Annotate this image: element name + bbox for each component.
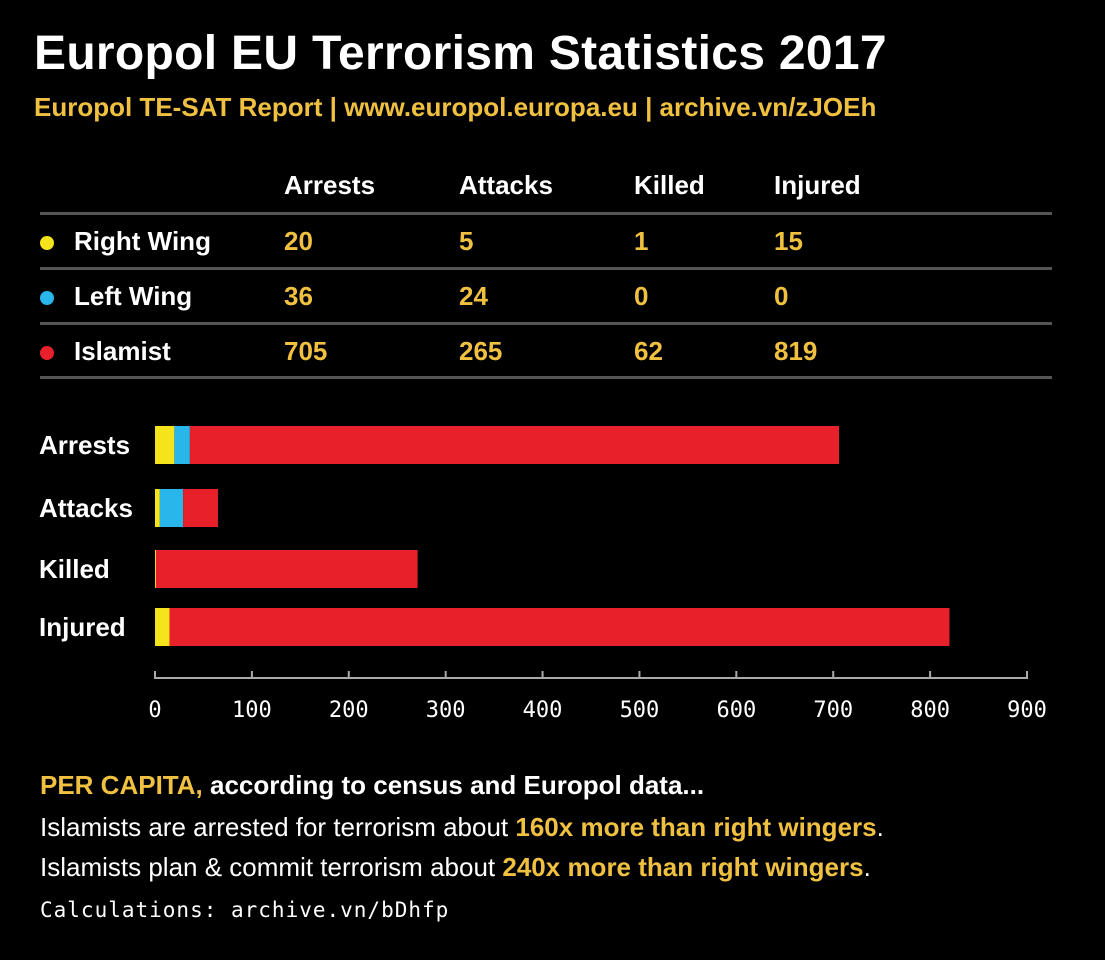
x-tick-label: 300 (426, 698, 466, 723)
arrest-ratio-highlight: 160x more than right wingers (515, 812, 877, 842)
table-row-left-wing: Left Wing 36 24 0 0 (0, 269, 1105, 325)
left-wing-dot-icon (40, 291, 54, 305)
category-label-attacks: Attacks (39, 493, 133, 523)
footer-line-3: Islamists plan & commit terrorism about … (40, 852, 871, 883)
column-header-killed: Killed (634, 170, 705, 200)
table-row-right-wing: Right Wing 20 5 1 15 (0, 214, 1105, 270)
row-label: Left Wing (74, 281, 193, 311)
footer-line-2-text: Islamists are arrested for terrorism abo… (40, 812, 509, 842)
x-tick-label: 800 (910, 698, 950, 723)
x-tick-label: 200 (329, 698, 369, 723)
x-tick-label: 500 (620, 698, 660, 723)
x-tick-label: 0 (148, 698, 161, 723)
table-cell: 0 (774, 281, 789, 311)
table-cell: 15 (774, 226, 803, 256)
calculations-link[interactable]: Calculations: archive.vn/bDhfp (40, 898, 450, 922)
table-cell: 1 (634, 226, 649, 256)
bar-killed-right-wing (155, 550, 156, 588)
bar-injured-right-wing (155, 608, 170, 646)
table-cell: 5 (459, 226, 474, 256)
footer-line-2-end: . (876, 812, 884, 842)
attack-ratio-highlight: 240x more than right wingers (502, 852, 864, 882)
table-cell: 819 (774, 336, 818, 366)
footer-line-3-end: . (863, 852, 871, 882)
column-header-injured: Injured (774, 170, 861, 200)
category-label-killed: Killed (39, 554, 110, 584)
bar-attacks-islamist (183, 489, 218, 527)
category-label-arrests: Arrests (39, 430, 130, 460)
x-tick-label: 100 (232, 698, 272, 723)
table-cell: 62 (634, 336, 663, 366)
bar-arrests-right-wing (155, 426, 175, 464)
right-wing-dot-icon (40, 236, 54, 250)
table-divider (40, 212, 1052, 215)
footer-line-3-text: Islamists plan & commit terrorism about (40, 852, 496, 882)
table-cell: 0 (634, 281, 649, 311)
table-cell: 705 (284, 336, 328, 366)
bar-killed-islamist (155, 550, 418, 588)
table-divider (40, 322, 1052, 325)
x-tick-label: 400 (523, 698, 563, 723)
table-cell: 24 (459, 281, 488, 311)
column-header-arrests: Arrests (284, 170, 376, 200)
x-tick-label: 700 (813, 698, 853, 723)
stacked-bar-chart: Arrests Attacks Killed Injured 0 100 200 300 400… (39, 426, 1047, 723)
category-label-injured: Injured (39, 612, 126, 642)
per-capita-highlight: PER CAPITA, (40, 770, 203, 800)
table-row-islamist: Islamist 705 265 62 819 (0, 324, 1105, 380)
bar-arrests-islamist (189, 426, 840, 464)
bar-attacks-left-wing (159, 489, 184, 527)
footer-line-1: PER CAPITA, according to census and Euro… (40, 770, 704, 801)
row-label: Islamist (74, 336, 171, 366)
bar-injured-islamist (169, 608, 950, 646)
table-divider (40, 267, 1052, 270)
table-cell: 36 (284, 281, 313, 311)
page-subtitle: Europol TE-SAT Report | www.europol.euro… (34, 92, 877, 122)
table-divider (40, 376, 1052, 379)
table-cell: 265 (459, 336, 503, 366)
column-header-attacks: Attacks (459, 170, 553, 200)
islamist-dot-icon (40, 346, 54, 360)
x-tick-label: 600 (716, 698, 756, 723)
table-cell: 20 (284, 226, 313, 256)
bar-arrests-left-wing (174, 426, 190, 464)
footer-line-2: Islamists are arrested for terrorism abo… (40, 812, 884, 843)
row-label: Right Wing (74, 226, 211, 256)
footer-line-1-text: according to census and Europol data... (210, 770, 705, 800)
bar-attacks-right-wing (155, 489, 160, 527)
page-title: Europol EU Terrorism Statistics 2017 (34, 27, 887, 80)
x-tick-label: 900 (1007, 698, 1047, 723)
